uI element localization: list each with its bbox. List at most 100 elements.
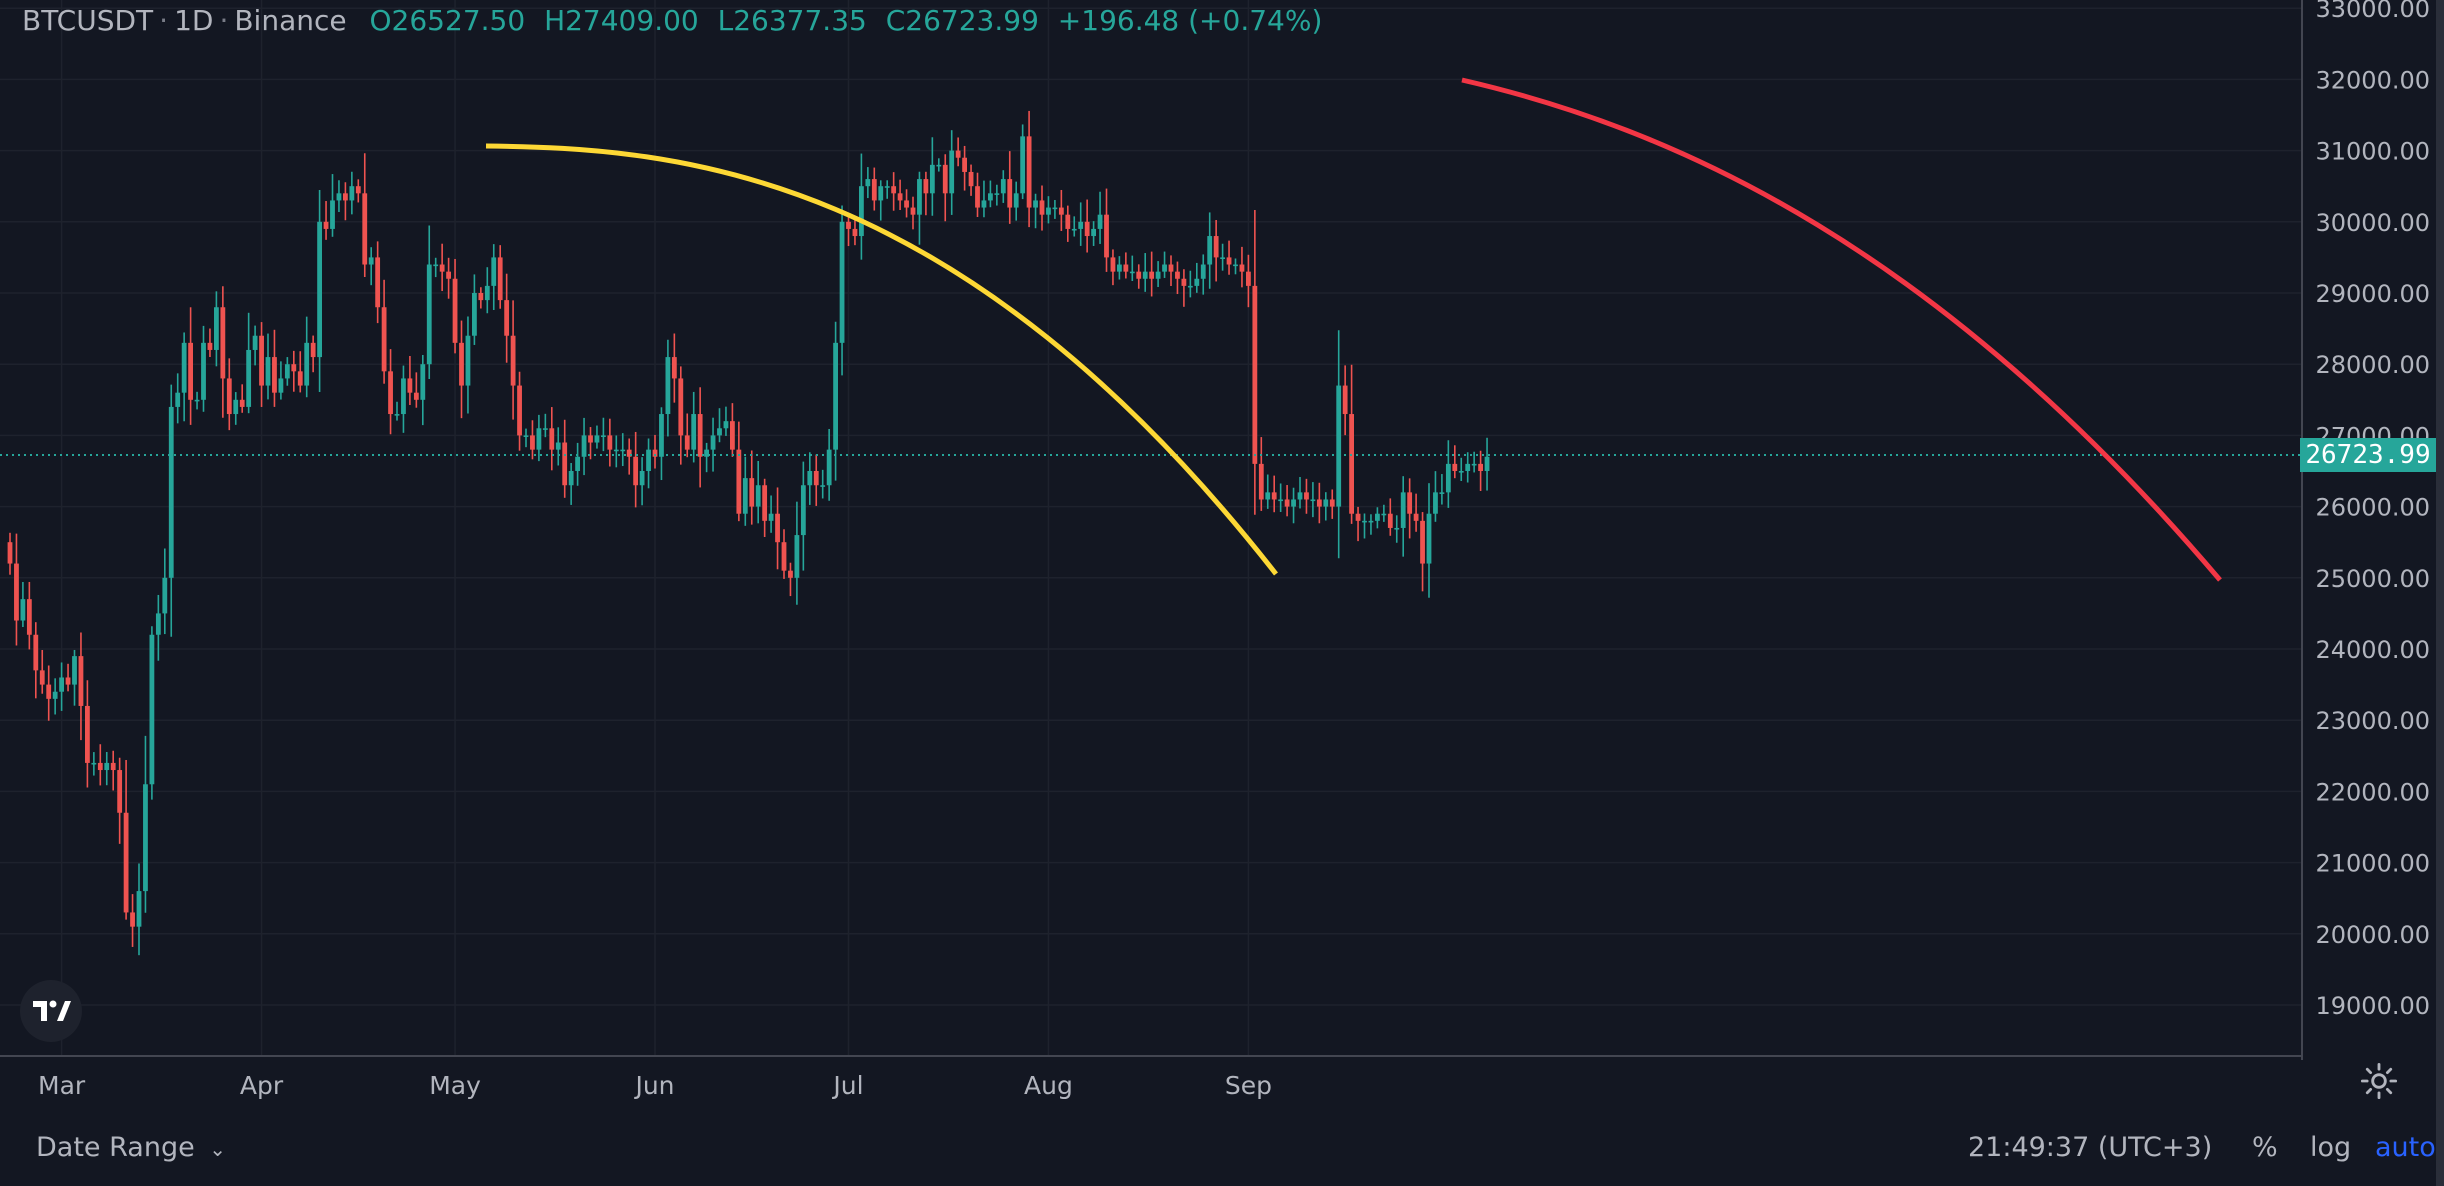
chart-grid	[0, 0, 2302, 1056]
candle	[420, 354, 426, 426]
candle	[1220, 243, 1225, 271]
candle	[717, 408, 722, 443]
candle-body	[1020, 136, 1026, 194]
red-arc-drawing[interactable]	[1461, 77, 2222, 582]
candle	[1258, 437, 1264, 511]
candle	[1162, 251, 1167, 278]
candle	[1046, 196, 1051, 224]
candle-body	[1226, 257, 1232, 265]
candle	[588, 427, 593, 460]
candle-body	[484, 285, 490, 301]
candle	[201, 325, 206, 412]
candle	[155, 594, 161, 661]
candle-body	[1033, 200, 1038, 208]
ohlc-close: C26723.99	[885, 4, 1039, 37]
candle-body	[1291, 499, 1296, 507]
candle	[304, 316, 310, 398]
candle-body	[46, 684, 52, 699]
candle	[510, 300, 516, 420]
percent-scale-button[interactable]: %	[2252, 1132, 2278, 1163]
symbol-name[interactable]: BTCUSDT	[22, 4, 154, 37]
candle-body	[1149, 271, 1155, 279]
candle-body	[91, 762, 97, 765]
candle	[7, 532, 13, 575]
candle	[188, 307, 193, 425]
auto-scale-button[interactable]: auto	[2375, 1132, 2436, 1163]
candle-body	[730, 421, 735, 450]
candle	[768, 495, 774, 533]
candle-body	[1104, 214, 1109, 258]
candle-body	[246, 349, 252, 407]
candle	[607, 418, 613, 467]
candle-body	[497, 257, 503, 301]
candle	[330, 174, 335, 237]
candle-body	[723, 421, 729, 429]
candle-body	[194, 399, 200, 402]
candle-body	[581, 435, 587, 457]
candle	[1478, 450, 1483, 491]
candle	[897, 179, 903, 210]
candle	[697, 387, 703, 488]
time-zone-clock[interactable]: 21:49:37 (UTC+3)	[1968, 1132, 2213, 1163]
candle	[813, 454, 819, 506]
candle-body	[684, 435, 690, 450]
date-range-button[interactable]: Date Range ⌄	[36, 1132, 226, 1163]
candle-body	[375, 257, 381, 308]
candle-body	[1046, 207, 1051, 215]
candle-body	[278, 378, 284, 393]
candle-body	[1155, 271, 1161, 279]
candle	[362, 153, 368, 277]
price-axis[interactable]: 19000.00 20000.00 21000.00 22000.00 23000.00…	[2315, 0, 2430, 1020]
yellow-arc-drawing[interactable]	[485, 143, 1278, 576]
candle	[910, 196, 916, 230]
candle-body	[891, 186, 897, 194]
candle	[14, 533, 19, 646]
candle-body	[594, 435, 600, 443]
candle	[246, 312, 252, 414]
candle	[233, 392, 239, 425]
candle	[678, 366, 684, 465]
candle-body	[620, 449, 626, 452]
candle-body	[1316, 499, 1322, 507]
candle-body	[736, 449, 742, 514]
candle	[704, 442, 709, 473]
candle	[568, 462, 574, 505]
candle-body	[72, 656, 77, 685]
log-scale-button[interactable]: log	[2310, 1132, 2352, 1163]
candle	[904, 189, 909, 218]
candle-body	[1362, 520, 1367, 523]
tradingview-logo[interactable]	[20, 980, 82, 1042]
candle-body	[1239, 264, 1245, 272]
candle-body	[981, 200, 987, 208]
candle-body	[717, 428, 722, 436]
candle	[439, 243, 445, 292]
ohlc-change: +196.48 (+0.74%)	[1057, 4, 1323, 37]
settings-gear-icon[interactable]	[2360, 1062, 2398, 1100]
candle	[85, 680, 90, 788]
candle-body	[781, 542, 787, 571]
candle-body	[1458, 471, 1464, 473]
candle	[491, 244, 497, 310]
candle	[633, 431, 639, 508]
candle	[1052, 200, 1058, 219]
candle-body	[820, 485, 826, 487]
candle-body	[1465, 463, 1471, 471]
interval-label[interactable]: 1D	[174, 4, 214, 37]
candle-body	[1355, 513, 1361, 521]
candle-body	[1297, 492, 1303, 500]
candle	[659, 407, 664, 481]
candle-body	[626, 449, 632, 457]
candle-body	[1136, 271, 1142, 279]
candle-body	[517, 385, 522, 436]
candle-body	[1058, 207, 1064, 215]
candle-body	[665, 357, 671, 415]
candle-body	[678, 378, 684, 436]
candle	[626, 438, 632, 475]
candle	[962, 145, 967, 191]
candle	[723, 406, 729, 436]
time-axis[interactable]: Mar Apr May Jun Jul Aug Sep	[38, 1071, 1272, 1100]
candle	[807, 452, 813, 505]
candle-body	[413, 392, 419, 400]
candle-body	[381, 307, 387, 372]
